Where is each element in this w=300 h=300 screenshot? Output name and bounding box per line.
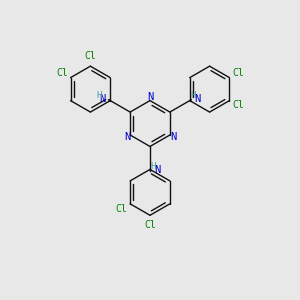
Text: H: H bbox=[96, 91, 101, 100]
Text: N: N bbox=[147, 92, 153, 102]
Text: Cl: Cl bbox=[116, 204, 127, 214]
Text: N: N bbox=[170, 132, 176, 142]
Text: Cl: Cl bbox=[85, 52, 96, 61]
Text: Cl: Cl bbox=[232, 100, 244, 110]
Text: Cl: Cl bbox=[144, 220, 156, 230]
Text: N: N bbox=[99, 94, 106, 103]
Text: N: N bbox=[194, 94, 201, 103]
Text: Cl: Cl bbox=[232, 68, 244, 78]
Text: H: H bbox=[191, 91, 196, 100]
Text: H: H bbox=[151, 162, 156, 171]
Text: N: N bbox=[124, 132, 130, 142]
Text: Cl: Cl bbox=[56, 68, 68, 78]
Text: N: N bbox=[154, 165, 160, 175]
